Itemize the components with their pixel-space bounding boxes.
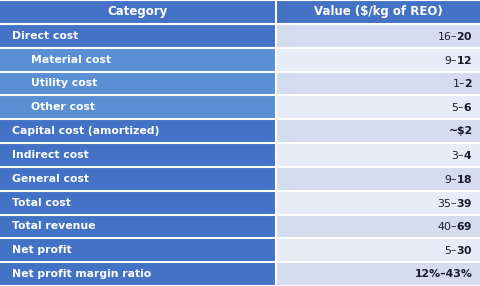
- Bar: [0, 24, 276, 48]
- Text: Utility cost: Utility cost: [31, 78, 97, 88]
- Text: Other cost: Other cost: [31, 102, 95, 112]
- Bar: [276, 214, 480, 238]
- Bar: [276, 167, 480, 191]
- Text: Total revenue: Total revenue: [12, 221, 96, 231]
- Bar: [276, 119, 480, 143]
- Text: $1–$2: $1–$2: [452, 78, 473, 90]
- Bar: [0, 214, 276, 238]
- Text: Direct cost: Direct cost: [12, 31, 78, 41]
- Bar: [0, 191, 276, 214]
- Text: Category: Category: [108, 5, 168, 18]
- Bar: [276, 95, 480, 119]
- Bar: [0, 143, 276, 167]
- Text: $9–$12: $9–$12: [444, 53, 473, 65]
- Text: Material cost: Material cost: [31, 55, 111, 65]
- Text: $5–$30: $5–$30: [444, 244, 473, 256]
- Bar: [276, 143, 480, 167]
- Text: $16–$20: $16–$20: [437, 30, 473, 42]
- Bar: [0, 167, 276, 191]
- Text: $40–$69: $40–$69: [437, 221, 473, 233]
- Text: $9–$18: $9–$18: [444, 173, 473, 185]
- Bar: [0, 95, 276, 119]
- Text: 12%–43%: 12%–43%: [415, 269, 473, 279]
- Bar: [276, 72, 480, 95]
- Bar: [0, 72, 276, 95]
- Bar: [276, 238, 480, 262]
- Text: Total cost: Total cost: [12, 198, 71, 208]
- Text: $3–$4: $3–$4: [451, 149, 473, 161]
- Bar: [276, 0, 480, 24]
- Bar: [276, 24, 480, 48]
- Bar: [0, 48, 276, 72]
- Text: $5–$6: $5–$6: [452, 101, 473, 113]
- Bar: [276, 191, 480, 214]
- Bar: [0, 238, 276, 262]
- Text: Value ($/kg of REO): Value ($/kg of REO): [313, 5, 443, 18]
- Text: ~$2: ~$2: [448, 126, 473, 136]
- Text: Net profit margin ratio: Net profit margin ratio: [12, 269, 151, 279]
- Bar: [0, 0, 276, 24]
- Text: $35–$39: $35–$39: [437, 196, 473, 208]
- Bar: [276, 262, 480, 286]
- Text: General cost: General cost: [12, 174, 89, 184]
- Text: Capital cost (amortized): Capital cost (amortized): [12, 126, 159, 136]
- Text: Net profit: Net profit: [12, 245, 72, 255]
- Bar: [0, 262, 276, 286]
- Bar: [0, 119, 276, 143]
- Bar: [276, 48, 480, 72]
- Text: Indirect cost: Indirect cost: [12, 150, 89, 160]
